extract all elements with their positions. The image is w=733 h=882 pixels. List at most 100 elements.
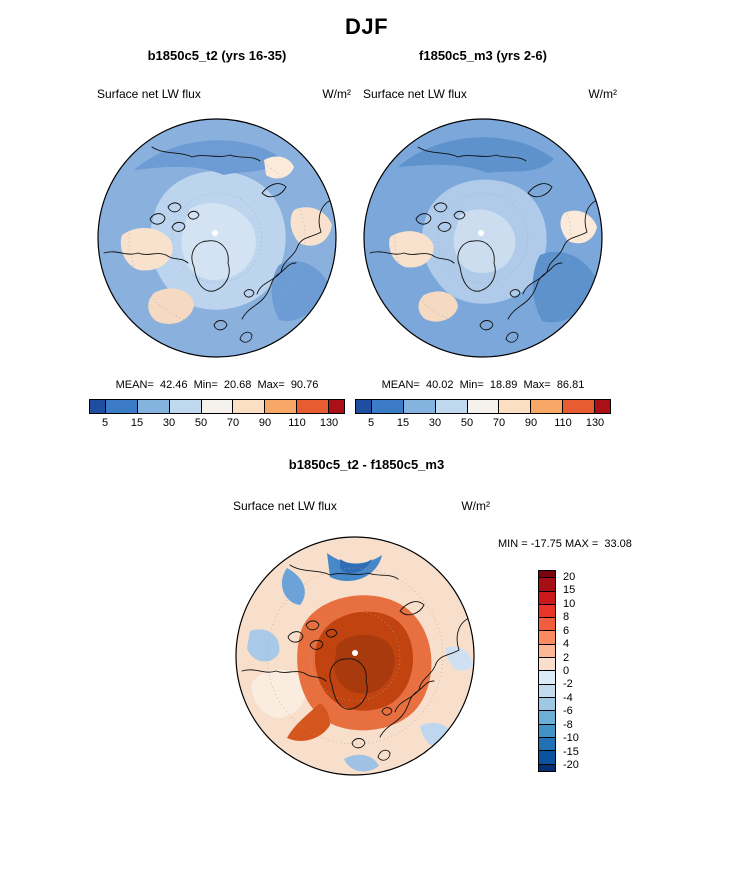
colorbar-cell <box>356 400 373 413</box>
dark-blue-top <box>398 137 554 173</box>
colorbar-tick: 2 <box>563 651 570 664</box>
diff-colorbar-wrap: 20 15 10 8 6 4 2 0 -2 -4 -6 -8 -10 -15 -20 <box>538 570 579 772</box>
colorbar-ticks-case2: 5 15 30 50 70 90 110 130 <box>355 417 611 431</box>
colorbar-cell <box>138 400 170 413</box>
cold-patch-right <box>445 646 473 672</box>
colorbar-cell <box>539 658 555 672</box>
colorbar-tick: 10 <box>563 597 576 610</box>
warm-patch-top-right <box>264 156 294 179</box>
colorbar-cell <box>539 618 555 632</box>
field-label: Surface net LW flux <box>363 87 467 101</box>
colorbar-cell <box>233 400 266 413</box>
colorbar-tick: 110 <box>288 417 306 429</box>
colorbar-cell <box>265 400 297 413</box>
colorbar-cell <box>169 400 202 413</box>
warm-patch-left <box>389 231 434 268</box>
panel-case1-header: b1850c5_t2 (yrs 16-35) <box>147 48 287 63</box>
colorbar-cell <box>539 684 555 699</box>
warm-patch-left <box>120 228 173 271</box>
field-label: Surface net LW flux <box>97 87 201 101</box>
map-case1 <box>97 118 337 358</box>
colorbar-tick: 5 <box>101 417 109 429</box>
warm-patch-right <box>290 207 332 246</box>
map-outline <box>235 536 475 776</box>
colorbar-cell <box>539 751 555 765</box>
colorbar-tick: -8 <box>563 718 573 731</box>
colorbar-cell <box>106 400 139 413</box>
colorbar-cell <box>594 400 610 413</box>
map-diff <box>235 536 475 776</box>
colorbar-cell <box>539 631 555 645</box>
colorbar-tick: -6 <box>563 705 573 718</box>
colorbar-tick: 30 <box>428 417 442 429</box>
pole-dot <box>352 650 358 656</box>
colorbar-tick: 110 <box>554 417 572 429</box>
colorbar-tick: 90 <box>258 417 272 429</box>
colorbar-tick: 130 <box>585 417 605 429</box>
colorbar-tick: 90 <box>524 417 538 429</box>
colorbar-cell <box>562 400 595 413</box>
diff-min-max: MIN = -17.75 MAX = 33.08 <box>498 538 632 550</box>
colorbar-tick: 6 <box>563 624 570 637</box>
colorbar-cell <box>328 400 344 413</box>
units-label: W/m² <box>588 87 617 101</box>
warm-patch-bottom-left <box>418 291 458 322</box>
colorbar-cell <box>539 764 555 771</box>
colorbar-cell <box>404 400 436 413</box>
figure-title: DJF <box>344 14 389 39</box>
colorbar-tick: 130 <box>319 417 339 429</box>
pale-core <box>453 209 516 273</box>
colorbar-cell <box>539 738 555 752</box>
colorbar-cell <box>90 400 107 413</box>
colorbar-tick: 15 <box>563 584 576 597</box>
colorbar-case2 <box>355 399 611 414</box>
colorbar-tick: -4 <box>563 691 573 704</box>
pole-dot <box>478 230 484 236</box>
map-outline <box>97 118 337 358</box>
colorbar-cell <box>499 400 532 413</box>
colorbar-tick: 20 <box>563 570 576 583</box>
colorbar-tick: -15 <box>563 745 579 758</box>
stats-case1: MEAN= 42.46 Min= 20.68 Max= 90.76 <box>115 379 319 391</box>
colorbar-tick: -2 <box>563 678 573 691</box>
panel-case2: f1850c5_m3 (yrs 2-6) Surface net LW flux… <box>343 48 623 431</box>
field-label: Surface net LW flux <box>233 499 337 513</box>
colorbar-tick: 0 <box>563 665 570 677</box>
cold-blob-top-core <box>340 559 372 574</box>
map-case2-wrap <box>343 115 623 361</box>
colorbar-tick: 70 <box>226 417 240 429</box>
colorbar-cell <box>296 400 329 413</box>
map-diff-wrap <box>232 533 478 784</box>
warm-arm-bottom-left <box>287 703 330 741</box>
graticule-inner <box>437 192 529 284</box>
diff-labels: Surface net LW flux W/m² <box>233 499 490 513</box>
warm-patch-bottom-left <box>148 288 194 324</box>
colorbar-tick: 5 <box>367 417 375 429</box>
colorbar-cell <box>539 604 555 619</box>
graticule-inner <box>309 610 401 702</box>
colorbar-cell <box>539 698 555 712</box>
colorbar-cell <box>539 671 555 685</box>
graticule-inner <box>171 192 263 284</box>
units-label: W/m² <box>322 87 351 101</box>
colorbar-tick: 4 <box>563 638 570 651</box>
pole-dot <box>212 230 218 236</box>
colorbar-tick: 15 <box>130 417 144 429</box>
pale-core <box>181 202 256 280</box>
colorbar-tick: -20 <box>563 759 579 772</box>
colorbar-tick: 30 <box>162 417 176 429</box>
map-case2 <box>363 118 603 358</box>
colorbar-cell <box>467 400 500 413</box>
panel-case2-header: f1850c5_m3 (yrs 2-6) <box>419 48 547 63</box>
colorbar-cell <box>539 571 555 579</box>
diff-colorbar <box>538 570 556 772</box>
warm-patch-right <box>560 210 597 244</box>
stats-case2: MEAN= 40.02 Min= 18.89 Max= 86.81 <box>381 379 585 391</box>
colorbar-tick: 70 <box>492 417 506 429</box>
colorbar-cell <box>435 400 468 413</box>
colorbar-cell <box>539 724 555 739</box>
colorbar-tick: 8 <box>563 611 570 624</box>
cold-patch-left <box>247 629 280 662</box>
colorbar-cell <box>539 591 555 605</box>
